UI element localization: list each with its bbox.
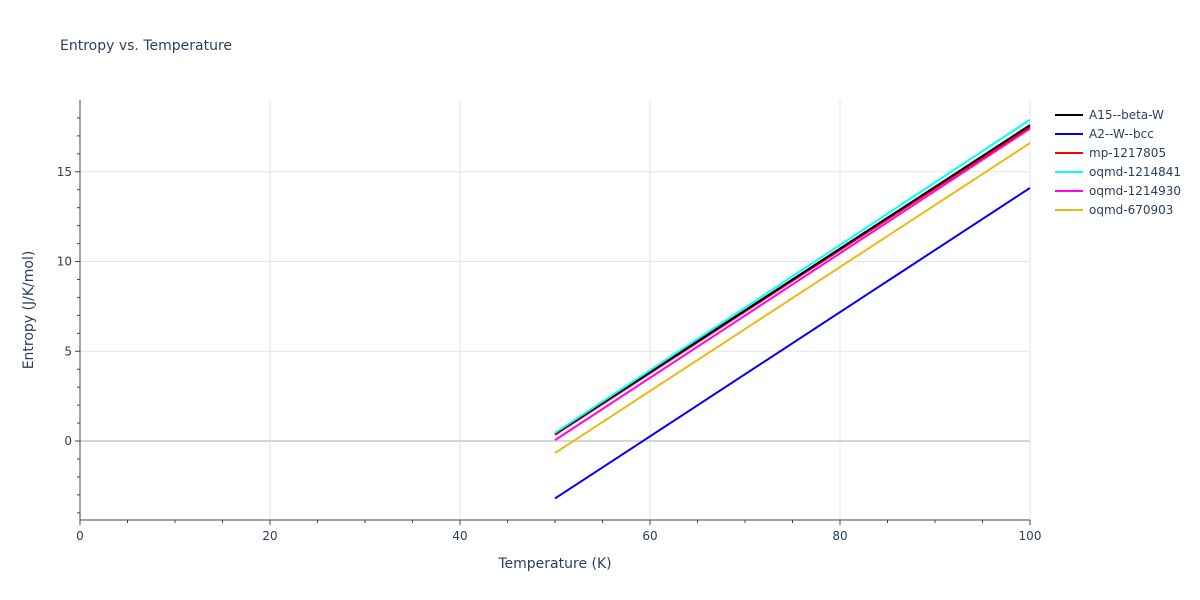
svg-text:oqmd-670903: oqmd-670903 xyxy=(1089,203,1173,217)
y-tick-label: 0 xyxy=(64,434,72,448)
x-tick-label: 60 xyxy=(642,529,657,543)
svg-text:oqmd-1214930: oqmd-1214930 xyxy=(1089,184,1181,198)
y-tick-label: 10 xyxy=(57,255,72,269)
legend-item[interactable]: mp-1217805 xyxy=(1055,146,1166,160)
series-line-A15--beta-W[interactable] xyxy=(554,124,1031,435)
x-tick-label: 40 xyxy=(452,529,467,543)
series-line-oqmd-670903[interactable] xyxy=(554,142,1031,454)
legend-item[interactable]: oqmd-1214930 xyxy=(1055,184,1181,198)
legend-item[interactable]: oqmd-670903 xyxy=(1055,203,1173,217)
x-tick-label: 0 xyxy=(76,529,84,543)
series-line-oqmd-1214841[interactable] xyxy=(554,118,1031,434)
axes: 0 20 40 60 80 100 0 5 10 15 xyxy=(57,100,1042,543)
legend-item[interactable]: A2--W--bcc xyxy=(1055,127,1154,141)
chart-title: Entropy vs. Temperature xyxy=(60,38,232,54)
x-tick-label: 100 xyxy=(1019,529,1042,543)
y-axis-title: Entropy (J/K/mol) xyxy=(21,251,37,370)
svg-text:mp-1217805: mp-1217805 xyxy=(1089,146,1166,160)
x-axis-title: Temperature (K) xyxy=(497,556,611,572)
y-tick-label: 15 xyxy=(57,165,72,179)
plot-area xyxy=(554,118,1031,500)
legend-item[interactable]: A15--beta-W xyxy=(1055,108,1164,122)
x-tick-label: 80 xyxy=(832,529,847,543)
svg-text:A2--W--bcc: A2--W--bcc xyxy=(1089,127,1154,141)
svg-text:A15--beta-W: A15--beta-W xyxy=(1089,108,1164,122)
y-tick-label: 5 xyxy=(64,344,72,358)
series-line-A2--W--bcc[interactable] xyxy=(554,187,1031,500)
gridlines xyxy=(80,100,1031,520)
legend-item[interactable]: oqmd-1214841 xyxy=(1055,165,1181,179)
x-tick-label: 20 xyxy=(262,529,277,543)
series-line-oqmd-1214930[interactable] xyxy=(554,127,1031,441)
legend: A15--beta-W A2--W--bcc mp-1217805 oqmd-1214… xyxy=(1055,108,1181,217)
svg-text:oqmd-1214841: oqmd-1214841 xyxy=(1089,165,1181,179)
